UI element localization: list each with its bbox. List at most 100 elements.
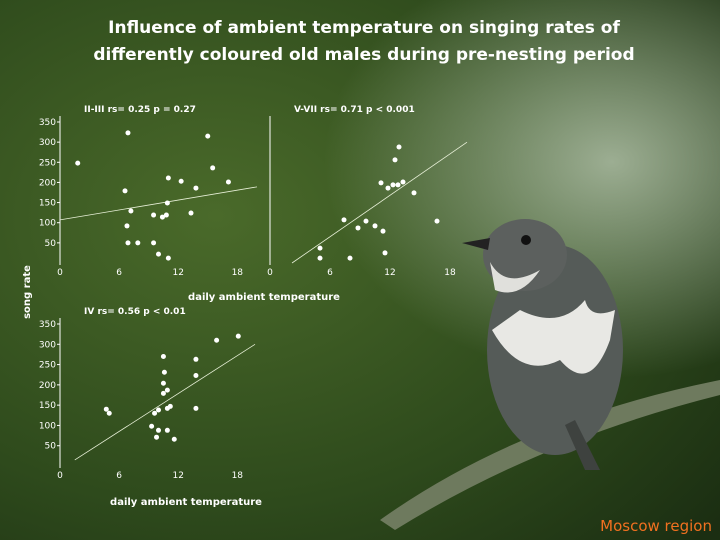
fit-line	[74, 343, 256, 461]
data-point	[164, 200, 170, 206]
data-point	[164, 405, 170, 411]
data-point	[193, 373, 199, 379]
data-point	[205, 133, 211, 139]
data-point	[156, 427, 161, 433]
data-point	[165, 175, 171, 181]
y-tick-label: 250	[39, 361, 56, 371]
data-point	[160, 380, 166, 386]
data-point	[225, 179, 231, 185]
data-point	[347, 255, 353, 261]
data-point	[396, 144, 402, 150]
data-point	[135, 240, 141, 246]
data-point	[210, 165, 216, 171]
y-tick-label: 250	[39, 158, 56, 168]
y-tick-label: 100	[39, 219, 56, 229]
data-point	[178, 178, 184, 184]
data-point	[159, 214, 165, 220]
chart-title: V-VII rs= 0.71 p < 0.001	[294, 105, 415, 115]
data-point	[151, 240, 157, 246]
caption: Moscow region	[600, 517, 712, 535]
y-tick-label: 200	[39, 178, 56, 188]
data-point	[125, 130, 131, 136]
y-tick-label: 150	[39, 199, 56, 209]
data-point	[160, 390, 166, 396]
data-point	[434, 218, 440, 224]
data-point	[164, 427, 170, 433]
x-tick-label: 18	[444, 268, 456, 278]
data-point	[188, 210, 194, 216]
data-point	[152, 410, 158, 416]
data-point	[400, 179, 406, 185]
data-point	[372, 223, 378, 229]
x-tick-label: 18	[232, 268, 244, 278]
y-tick-label: 100	[39, 421, 56, 431]
x-tick-label: 12	[172, 471, 183, 481]
data-point	[317, 255, 323, 261]
fit-line	[291, 141, 468, 264]
data-point	[165, 255, 171, 261]
y-tick-label: 350	[39, 320, 56, 330]
slide-title: Influence of ambient temperature on sing…	[108, 18, 620, 38]
y-tick-label: 50	[45, 239, 57, 249]
data-point	[411, 190, 417, 196]
x-tick-label: 0	[57, 268, 63, 278]
data-point	[378, 180, 384, 186]
data-point	[363, 218, 369, 224]
x-tick-label: 18	[232, 471, 244, 481]
y-tick-label: 300	[39, 340, 56, 350]
data-point	[390, 182, 396, 188]
data-point	[193, 356, 199, 362]
x-axis-label: daily ambient temperature	[110, 497, 262, 508]
y-tick-label: 200	[39, 381, 56, 391]
y-tick-label: 150	[39, 401, 56, 411]
data-point	[125, 240, 131, 246]
data-point	[122, 188, 128, 194]
data-point	[106, 410, 112, 416]
data-point	[382, 250, 388, 256]
data-point	[124, 223, 130, 229]
slide-title: differently coloured old males during pr…	[93, 45, 634, 65]
data-point	[341, 217, 347, 223]
data-point	[156, 407, 161, 413]
x-tick-label: 6	[116, 268, 122, 278]
data-point	[193, 185, 199, 191]
x-tick-label: 12	[172, 268, 183, 278]
data-point	[193, 405, 199, 411]
bird-illustration	[380, 219, 720, 530]
data-point	[395, 182, 401, 188]
x-axis-label: daily ambient temperature	[188, 292, 340, 303]
data-point	[317, 245, 323, 251]
data-point	[151, 212, 157, 218]
data-point	[392, 157, 398, 163]
x-tick-label: 6	[327, 268, 333, 278]
data-point	[385, 185, 391, 191]
y-tick-label: 350	[39, 118, 56, 128]
data-point	[156, 251, 161, 257]
data-point	[161, 369, 167, 375]
data-point	[163, 212, 169, 218]
y-tick-label: 300	[39, 138, 56, 148]
x-tick-label: 6	[116, 471, 122, 481]
data-point	[235, 333, 241, 339]
x-tick-label: 0	[57, 471, 63, 481]
chart-title: IV rs= 0.56 p < 0.01	[84, 307, 186, 317]
x-tick-label: 0	[267, 268, 273, 278]
data-point	[103, 406, 109, 412]
data-point	[149, 423, 155, 429]
fit-line	[59, 186, 258, 221]
data-point	[164, 387, 170, 393]
data-point	[75, 160, 81, 166]
data-point	[214, 337, 220, 343]
data-point	[128, 208, 134, 214]
data-point	[380, 228, 386, 234]
chart-title: II-III rs= 0.25 p = 0.27	[84, 105, 196, 115]
data-point	[171, 436, 177, 442]
data-point	[154, 434, 160, 440]
data-point	[355, 225, 361, 231]
data-point	[160, 353, 166, 359]
y-axis-label: song rate	[22, 265, 33, 319]
x-tick-label: 12	[384, 268, 395, 278]
y-tick-label: 50	[45, 442, 57, 452]
